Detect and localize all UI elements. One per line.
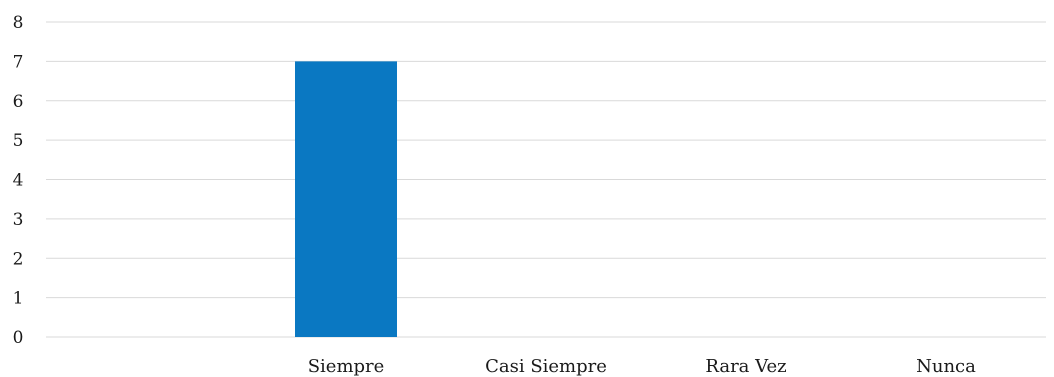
x-category-label: Rara Vez <box>705 356 786 377</box>
bar-1 <box>295 61 397 337</box>
x-category-label: Casi Siempre <box>485 356 607 377</box>
gridlines <box>46 21 1046 338</box>
bars <box>295 61 397 337</box>
y-axis-tick-labels: 0 1 2 3 4 5 6 7 8 <box>13 13 24 348</box>
y-tick-label: 7 <box>13 52 24 72</box>
y-tick-label: 5 <box>13 131 24 151</box>
y-tick-label: 1 <box>13 289 24 309</box>
y-tick-label: 0 <box>13 328 24 348</box>
y-tick-label: 8 <box>13 13 24 33</box>
y-tick-label: 2 <box>13 249 24 269</box>
x-category-label: Nunca <box>916 356 976 377</box>
y-tick-label: 4 <box>13 171 24 191</box>
y-tick-label: 3 <box>13 210 24 230</box>
x-category-label: Siempre <box>308 356 385 377</box>
y-tick-label: 6 <box>13 92 24 112</box>
x-axis-category-labels: Siempre Casi Siempre Rara Vez Nunca <box>308 356 976 377</box>
